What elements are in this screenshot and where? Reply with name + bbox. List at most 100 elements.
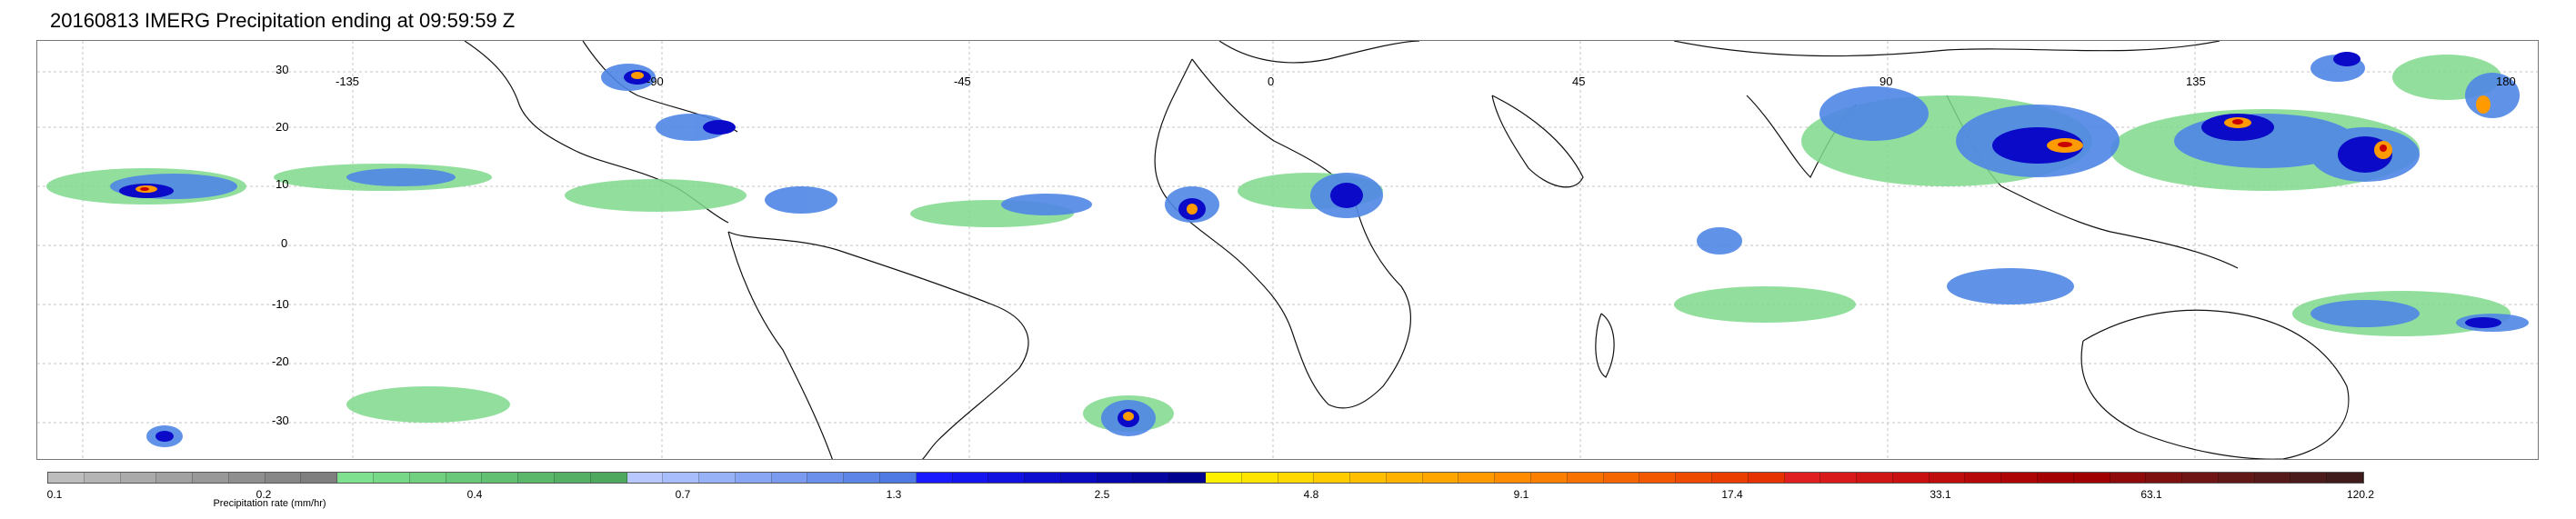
colorbar-segment: [1169, 473, 1206, 483]
colorbar-segment: [1820, 473, 1858, 483]
colorbar-segment: [2073, 473, 2110, 483]
lon-label: 0: [1268, 75, 1275, 88]
colorbar-segment: [771, 473, 808, 483]
lon-label: -90: [647, 75, 664, 88]
colorbar-segment: [1025, 473, 1061, 483]
lon-label: -135: [336, 75, 360, 88]
colorbar-segment: [626, 473, 664, 483]
colorbar-segment: [228, 473, 266, 483]
colorbar-segment: [374, 473, 410, 483]
colorbar-segment: [1603, 473, 1640, 483]
colorbar-segment: [1892, 473, 1929, 483]
colorbar-segment: [2001, 473, 2038, 483]
heavy-rain: [119, 52, 2501, 442]
lon-label: 135: [2186, 75, 2206, 88]
lat-label: 20: [276, 120, 289, 134]
colorbar-segment: [1386, 473, 1423, 483]
map-title: 20160813 IMERG Precipitation ending at 0…: [50, 9, 516, 32]
colorbar-tick-label: 63.1: [2140, 488, 2162, 501]
south-america-coast: [727, 231, 1029, 459]
colorbar-segment: [1458, 473, 1496, 483]
australia-coast: [2080, 309, 2350, 459]
colorbar-tick-label: 0.4: [466, 488, 483, 501]
colorbar-segment: [1639, 473, 1677, 483]
colorbar-segment: [265, 473, 302, 483]
colorbar-segment: [2254, 473, 2291, 483]
colorbar-segment: [916, 473, 953, 483]
colorbar-tick-label: 120.2: [2346, 488, 2375, 501]
colorbar-segment: [337, 473, 375, 483]
colorbar-segment: [446, 473, 483, 483]
map-canvas: [37, 41, 2538, 459]
colorbar-segment: [1748, 473, 1785, 483]
colorbar-segment: [554, 473, 591, 483]
colorbar-tick-label: 2.5: [1094, 488, 1110, 501]
colorbar-tick-label: 0.2: [256, 488, 272, 501]
africa-coast: [1154, 58, 1411, 409]
colorbar-segment: [193, 473, 229, 483]
colorbar-segment: [1784, 473, 1821, 483]
colorbar-segment: [1676, 473, 1712, 483]
colorbar-segment: [1241, 473, 1278, 483]
colorbar-segment: [2327, 473, 2363, 483]
colorbar-segment: [1314, 473, 1351, 483]
colorbar-tick-label: 0.1: [46, 488, 63, 501]
lat-label: 10: [276, 177, 289, 191]
lon-label: -45: [954, 75, 971, 88]
colorbar-segment: [1422, 473, 1459, 483]
colorbar-segment: [590, 473, 627, 483]
colorbar-segment: [879, 473, 917, 483]
colorbar-segment: [518, 473, 555, 483]
extreme-rain: [140, 119, 2387, 191]
madagascar-coast: [1595, 313, 1615, 378]
colorbar-segment: [48, 473, 85, 483]
lon-label: 45: [1572, 75, 1586, 88]
colorbar-tick-label: 17.4: [1721, 488, 1743, 501]
colorbar-tick-label: 1.3: [886, 488, 902, 501]
europe-coast: [1218, 41, 1420, 64]
colorbar-segment: [2037, 473, 2074, 483]
asia-coast: [1673, 41, 2220, 57]
colorbar-segment: [1060, 473, 1098, 483]
colorbar-segment: [156, 473, 194, 483]
lon-label: 90: [1879, 75, 1893, 88]
intense-rain: [135, 72, 2491, 421]
colorbar-tick-label: 33.1: [1929, 488, 1951, 501]
lat-label: 30: [276, 63, 289, 76]
colorbar-segment: [301, 473, 338, 483]
colorbar-segment: [409, 473, 446, 483]
colorbar-title: Precipitation rate (mm/hr): [213, 498, 326, 509]
lat-label: -10: [272, 297, 289, 311]
colorbar-segment: [1857, 473, 1893, 483]
lat-label: -20: [272, 354, 289, 368]
colorbar-segment: [1278, 473, 1315, 483]
colorbar-segment: [807, 473, 845, 483]
colorbar-segment: [1567, 473, 1604, 483]
lat-label: -30: [272, 414, 289, 427]
moderate-rain: [110, 55, 2529, 447]
lon-label: 180: [2496, 75, 2516, 88]
colorbar-segment: [1711, 473, 1749, 483]
colorbar-segment: [2182, 473, 2219, 483]
colorbar-tick-label: 9.1: [1513, 488, 1529, 501]
arabia-coast: [1491, 95, 1584, 188]
colorbar-segment: [84, 473, 121, 483]
colorbar-segment: [2110, 473, 2147, 483]
precipitation-map: -135 -90 -45 0 45 90 135 180 30 20 10 0 …: [36, 40, 2539, 460]
colorbar-segment: [1350, 473, 1387, 483]
colorbar-segment: [735, 473, 772, 483]
colorbar-segment: [1929, 473, 1966, 483]
colorbar-segment: [988, 473, 1026, 483]
colorbar: [47, 472, 2364, 484]
colorbar-tick-label: 0.7: [675, 488, 691, 501]
colorbar-segment: [1495, 473, 1532, 483]
colorbar-segment: [482, 473, 519, 483]
lat-label: 0: [281, 236, 288, 250]
colorbar-segment: [2146, 473, 2183, 483]
coastlines: [464, 41, 2350, 459]
colorbar-tick-label: 4.8: [1303, 488, 1319, 501]
precipitation-field: [46, 52, 2529, 447]
colorbar-segment: [1097, 473, 1134, 483]
colorbar-segment: [1965, 473, 2002, 483]
colorbar-segment: [1133, 473, 1170, 483]
